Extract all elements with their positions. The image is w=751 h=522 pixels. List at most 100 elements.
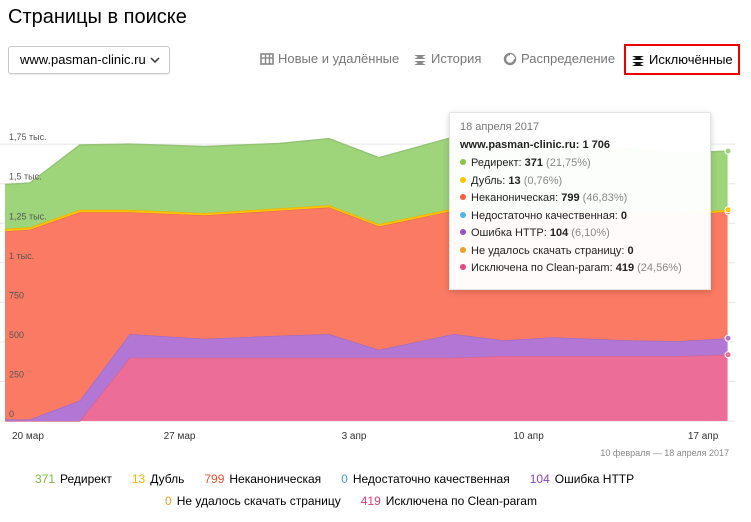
tab-label: Новые и удалённые: [278, 51, 400, 66]
series-marker: [724, 147, 732, 155]
tooltip-row-value: 419: [615, 262, 635, 274]
legend-value: 13: [131, 472, 146, 486]
series-dot-icon: [460, 246, 466, 253]
y-tick-label: 500: [9, 330, 24, 340]
legend-value: 0: [341, 472, 348, 486]
legend-label: Неканоническая: [229, 472, 322, 486]
stack-icon: [632, 55, 644, 66]
legend-value: 371: [35, 472, 56, 486]
legend-item[interactable]: 799 Неканоническая: [204, 472, 321, 486]
series-marker: [724, 334, 732, 342]
tooltip-row-percent: (6,10%): [568, 227, 610, 239]
tooltip-date: 18 апреля 2017: [460, 121, 540, 133]
series-area: [5, 354, 728, 421]
tooltip-row-value: 371: [524, 157, 543, 169]
series-area: [5, 334, 728, 421]
site-select[interactable]: www.pasman-clinic.ru: [8, 46, 170, 74]
series-dot-icon: [460, 176, 466, 183]
tooltip-row-percent: (0,76%): [520, 174, 563, 187]
legend-item[interactable]: 104 Ошибка HTTP: [530, 472, 634, 486]
tooltip-row-label: Исключена по Clean-param:: [471, 262, 616, 274]
series-line: [5, 333, 729, 421]
stack-icon: [414, 54, 426, 65]
tooltip-row: Редирект: 371 (21,75%): [460, 155, 700, 173]
legend-value: 0: [165, 494, 172, 508]
tooltip-row-value: 0: [627, 244, 634, 257]
series-dot-icon: [460, 229, 466, 236]
series-dot-icon: [460, 264, 466, 271]
y-tick-label: 0: [9, 409, 14, 419]
legend-value: 104: [529, 472, 550, 486]
y-tick-label: 1,5 тыс.: [9, 172, 42, 182]
period-range: 10 февраля — 18 апреля 2017: [600, 448, 729, 458]
tab-new-removed[interactable]: Новые и удалённые: [260, 44, 399, 74]
series-dot-icon: [460, 194, 466, 201]
tooltip-row: Не удалось скачать страницу: 0: [460, 243, 700, 261]
tab-excluded[interactable]: Исключённые: [624, 44, 740, 75]
x-tick-label: 17 апр: [688, 431, 719, 442]
tooltip-row: Ошибка HTTP: 104 (6,10%): [460, 225, 700, 243]
tooltip-row-value: 799: [561, 192, 580, 204]
tooltip-row-percent: (24,56%): [634, 262, 682, 274]
tooltip-row: Неканоническая: 799 (46,83%): [460, 190, 700, 208]
series-dot-icon: [460, 211, 466, 218]
chart-tooltip: 18 апреля 2017 www.pasman-clinic.ru: 1 7…: [449, 112, 711, 290]
x-tick-label: 27 мар: [164, 431, 196, 442]
tooltip-row: Исключена по Clean-param: 419 (24,56%): [460, 260, 700, 278]
tooltip-row: Дубль: 13 (0,76%): [460, 173, 700, 191]
tooltip-row-label: Не удалось скачать страницу:: [471, 244, 628, 257]
tooltip-row-value: 13: [508, 174, 521, 187]
tab-history[interactable]: История: [413, 44, 481, 74]
tooltip-row-label: Неканоническая:: [471, 192, 562, 204]
x-tick-label: 10 апр: [513, 431, 544, 442]
y-tick-label: 250: [9, 369, 24, 379]
y-tick-label: 1,75 тыс.: [9, 132, 47, 142]
tooltip-row-percent: (46,83%): [579, 192, 628, 204]
tooltip-row: Недостаточно качественная: 0: [460, 208, 700, 226]
legend-item[interactable]: 0 Недостаточно качественная: [341, 472, 510, 486]
legend-item[interactable]: 419 Исключена по Clean-param: [361, 494, 537, 508]
legend-label: Ошибка HTTP: [554, 472, 635, 486]
tooltip-row-label: Дубль:: [471, 174, 509, 187]
legend-value: 799: [204, 472, 225, 486]
legend-value: 419: [360, 494, 381, 508]
tab-label: История: [431, 51, 482, 66]
chevron-down-icon: [150, 57, 160, 64]
tooltip-row-label: Ошибка HTTP:: [471, 227, 550, 239]
tooltip-total: www.pasman-clinic.ru: 1 706: [460, 139, 700, 151]
y-axis-labels: 0 250 500 750 1 тыс. 1,25 тыс. 1,5 тыс. 1,75 ты…: [9, 132, 47, 419]
legend-item[interactable]: 0 Не удалось скачать страницу: [165, 494, 341, 508]
tooltip-total-value: 1 706: [582, 139, 610, 151]
pie-icon: [503, 52, 517, 65]
tooltip-site: www.pasman-clinic.ru:: [460, 139, 580, 151]
tooltip-row-percent: (21,75%): [542, 157, 591, 169]
tooltip-row-label: Редирект:: [471, 157, 525, 169]
tooltip-row-value: 104: [549, 227, 569, 239]
y-tick-label: 1,25 тыс.: [9, 211, 47, 221]
y-tick-label: 750: [9, 290, 24, 300]
legend-item[interactable]: 13 Дубль: [132, 472, 184, 486]
tab-label: Исключённые: [649, 52, 733, 67]
tooltip-row-value: 0: [620, 209, 628, 222]
site-select-value: www.pasman-clinic.ru: [20, 52, 146, 67]
legend-item[interactable]: 371 Редирект: [35, 472, 112, 486]
tab-distribution[interactable]: Распределение: [503, 44, 615, 74]
legend-label: Недостаточно качественная: [352, 472, 510, 486]
tab-label: Распределение: [521, 51, 616, 66]
legend-label: Исключена по Clean-param: [385, 494, 537, 508]
chart-markers: [724, 112, 732, 421]
legend-label: Не удалось скачать страницу: [176, 494, 341, 508]
series-marker: [724, 206, 732, 214]
x-axis-labels: 20 мар 27 мар 3 апр 10 апр 17 апр: [12, 431, 719, 442]
series-marker: [724, 351, 732, 359]
page-title: Страницы в поиске: [8, 6, 187, 28]
x-tick-label: 3 апр: [342, 431, 367, 442]
legend-label: Редирект: [60, 472, 112, 486]
series-dot-icon: [460, 159, 466, 166]
y-tick-label: 1 тыс.: [9, 251, 34, 261]
x-tick-label: 20 мар: [12, 431, 44, 442]
tooltip-row-label: Недостаточно качественная:: [471, 209, 621, 222]
legend-label: Дубль: [150, 472, 185, 486]
table-icon: [260, 52, 274, 65]
tooltip-rows: Редирект: 371 (21,75%) Дубль: 13 (0,76%) Н…: [460, 155, 700, 278]
